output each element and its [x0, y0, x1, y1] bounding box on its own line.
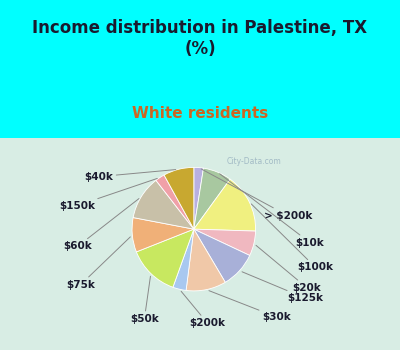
- Wedge shape: [133, 180, 194, 229]
- Wedge shape: [136, 229, 194, 287]
- Text: White residents: White residents: [132, 106, 268, 121]
- Wedge shape: [194, 168, 230, 229]
- Text: $150k: $150k: [59, 178, 157, 211]
- Wedge shape: [173, 229, 194, 290]
- Text: $200k: $200k: [181, 291, 226, 328]
- Text: $100k: $100k: [251, 204, 334, 272]
- Wedge shape: [194, 229, 256, 256]
- Wedge shape: [194, 167, 204, 229]
- Wedge shape: [186, 229, 225, 291]
- Wedge shape: [156, 175, 194, 229]
- Text: Income distribution in Palestine, TX
(%): Income distribution in Palestine, TX (%): [32, 19, 368, 58]
- Text: City-Data.com: City-Data.com: [227, 157, 282, 166]
- Wedge shape: [194, 179, 256, 231]
- Wedge shape: [164, 167, 194, 229]
- Text: $20k: $20k: [256, 245, 321, 293]
- Text: $60k: $60k: [63, 198, 139, 251]
- Text: > $200k: > $200k: [201, 169, 312, 220]
- Text: $125k: $125k: [242, 272, 324, 303]
- Text: $10k: $10k: [220, 174, 324, 248]
- Wedge shape: [194, 229, 250, 282]
- Text: $30k: $30k: [209, 290, 290, 322]
- Text: $40k: $40k: [85, 170, 176, 182]
- Wedge shape: [132, 218, 194, 252]
- Text: $75k: $75k: [66, 237, 130, 290]
- Text: $50k: $50k: [130, 276, 159, 324]
